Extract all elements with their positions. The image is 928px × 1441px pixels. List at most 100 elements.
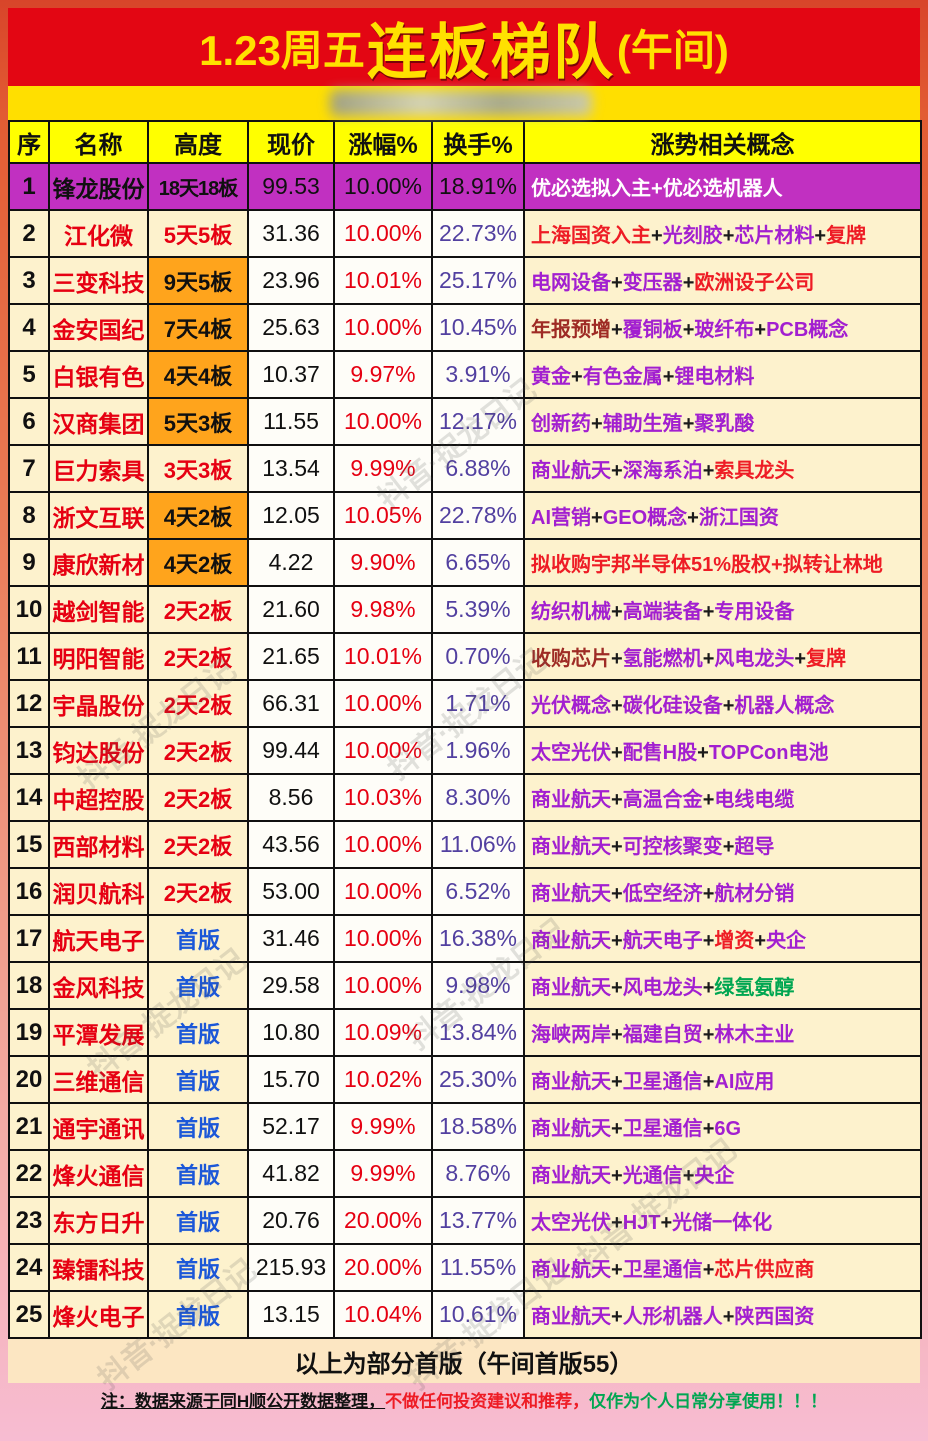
concept-tag: 商业航天 [531, 789, 611, 811]
concept-tag: 复牌 [806, 648, 847, 670]
height-cell: 首版 [147, 961, 249, 1010]
turnover-cell: 12.17% [431, 397, 525, 446]
note-segment: 仅作为个人日常分享使用！！！ [589, 1392, 828, 1411]
concept-tag: 商业航天 [531, 1259, 611, 1281]
concept-tag: 光刻胶 [662, 225, 723, 247]
concept-tag: + [754, 930, 767, 952]
concept-tag: + [611, 1212, 623, 1234]
concept-tag: 商业航天 [531, 460, 611, 482]
concept-cell: 商业航天+深海系泊+索具龙头 [523, 444, 922, 493]
turnover-cell: 13.77% [431, 1196, 525, 1245]
concept-tag: + [814, 225, 827, 247]
footer-banner: 以上为部分首版（午间首版55） [8, 1339, 920, 1383]
turnover-cell: 0.70% [431, 632, 525, 681]
name-cell: 巨力索具 [48, 444, 149, 493]
col-header-rank: 序 [8, 120, 50, 164]
concept-tag: + [611, 1118, 623, 1140]
price-cell: 53.00 [247, 867, 335, 916]
concept-cell: 太空光伏+配售H股+TOPCon电池 [523, 726, 922, 775]
concept-tag: 优必选机器人 [662, 178, 783, 200]
concept-tag: 光储一体化 [672, 1212, 773, 1234]
price-cell: 4.22 [247, 538, 335, 587]
table-row: 5 白银有色 4天4板 10.37 9.97% 3.91% 黄金+有色金属+锂电材料 [8, 350, 922, 399]
table-row: 2 江化微 5天5板 31.36 10.00% 22.73% 上海国资入主+光刻胶+芯片材料… [8, 209, 922, 258]
turnover-cell: 11.55% [431, 1243, 525, 1292]
name-cell: 通宇通讯 [48, 1102, 149, 1151]
ladder-rows: 1 锋龙股份 18天18板 99.53 10.00% 18.91% 优必选拟入主+优必选机器… [8, 162, 922, 1339]
concept-tag: + [611, 319, 623, 341]
turnover-cell: 25.17% [431, 256, 525, 305]
concept-tag: + [571, 366, 583, 388]
table-row: 10 越剑智能 2天2板 21.60 9.98% 5.39% 纺织机械+高端装备+专用设备 [8, 585, 922, 634]
concept-tag: + [611, 883, 623, 905]
name-cell: 平潭发展 [48, 1008, 149, 1057]
concept-tag: 商业航天 [531, 883, 611, 905]
concept-tag: + [611, 648, 623, 670]
concept-tag: 黄金 [531, 366, 571, 388]
ladder-table: 序 名称 高度 现价 涨幅% 换手% 涨势相关概念 1 锋龙股份 18天18板 99.… [8, 120, 922, 1339]
concept-tag: 商业航天 [531, 1306, 611, 1328]
concept-tag: + [682, 1165, 695, 1187]
concept-tag: 人形机器人 [622, 1306, 723, 1328]
concept-tag: + [611, 1306, 623, 1328]
price-cell: 11.55 [247, 397, 335, 446]
concept-cell: 电网设备+变压器+欧洲设子公司 [523, 256, 922, 305]
concept-tag: 氢能燃机 [622, 648, 703, 670]
name-cell: 西部材料 [48, 820, 149, 869]
turnover-cell: 8.30% [431, 773, 525, 822]
turnover-cell: 22.78% [431, 491, 525, 540]
concept-tag: HJT [622, 1212, 661, 1234]
concept-tag: + [611, 742, 623, 764]
concept-tag: + [611, 695, 623, 717]
concept-tag: + [611, 1259, 623, 1281]
concept-tag: + [611, 1024, 623, 1046]
height-cell: 首版 [147, 914, 249, 963]
concept-tag: 增资 [714, 930, 755, 952]
name-cell: 越剑智能 [48, 585, 149, 634]
concept-cell: 光伏概念+碳化硅设备+机器人概念 [523, 679, 922, 728]
concept-tag: 变压器 [622, 272, 683, 294]
table-row: 25 烽火电子 首版 13.15 10.04% 10.61% 商业航天+人形机器人+陕西国资 [8, 1290, 922, 1339]
change-cell: 10.05% [333, 491, 433, 540]
concept-cell: 商业航天+航天电子+增资+央企 [523, 914, 922, 963]
rank-cell: 2 [8, 209, 50, 258]
concept-tag: 风电龙头 [622, 977, 703, 999]
turnover-cell: 16.38% [431, 914, 525, 963]
price-cell: 99.53 [247, 162, 335, 211]
rank-cell: 6 [8, 397, 50, 446]
rank-cell: 16 [8, 867, 50, 916]
price-cell: 21.65 [247, 632, 335, 681]
name-cell: 汉商集团 [48, 397, 149, 446]
concept-tag: 配售H股 [622, 742, 698, 764]
concept-tag: AI营销 [531, 507, 591, 529]
height-cell: 2天2板 [147, 726, 249, 775]
concept-cell: 商业航天+卫星通信+芯片供应商 [523, 1243, 922, 1292]
concept-tag: + [702, 1024, 715, 1046]
note-segment: 注：数据来源于同H顺公开数据整理， [100, 1392, 386, 1411]
concept-tag: 6G [714, 1118, 742, 1140]
price-cell: 52.17 [247, 1102, 335, 1151]
concept-tag: 航材分销 [714, 883, 795, 905]
rank-cell: 18 [8, 961, 50, 1010]
height-cell: 首版 [147, 1243, 249, 1292]
concept-tag: 芯片材料 [734, 225, 815, 247]
table-row: 14 中超控股 2天2板 8.56 10.03% 8.30% 商业航天+高温合金+电线电缆 [8, 773, 922, 822]
rank-cell: 12 [8, 679, 50, 728]
rank-cell: 13 [8, 726, 50, 775]
title-date: 1.23周五 [199, 26, 365, 74]
name-cell: 三变科技 [48, 256, 149, 305]
height-cell: 5天5板 [147, 209, 249, 258]
concept-cell: 年报预增+覆铜板+玻纤布+PCB概念 [523, 303, 922, 352]
change-cell: 9.99% [333, 444, 433, 493]
concept-tag: + [611, 836, 623, 858]
footer-text: 以上为部分首版（午间首版55） [294, 1350, 634, 1378]
height-cell: 4天2板 [147, 538, 249, 587]
price-cell: 66.31 [247, 679, 335, 728]
price-cell: 10.80 [247, 1008, 335, 1057]
header-row: 序 名称 高度 现价 涨幅% 换手% 涨势相关概念 [8, 120, 922, 164]
name-cell: 东方日升 [48, 1196, 149, 1245]
concept-tag: 纺织机械 [531, 601, 611, 623]
turnover-cell: 5.39% [431, 585, 525, 634]
height-cell: 2天2板 [147, 773, 249, 822]
concept-cell: 拟收购宇邦半导体51%股权+拟转让林地 [523, 538, 922, 587]
